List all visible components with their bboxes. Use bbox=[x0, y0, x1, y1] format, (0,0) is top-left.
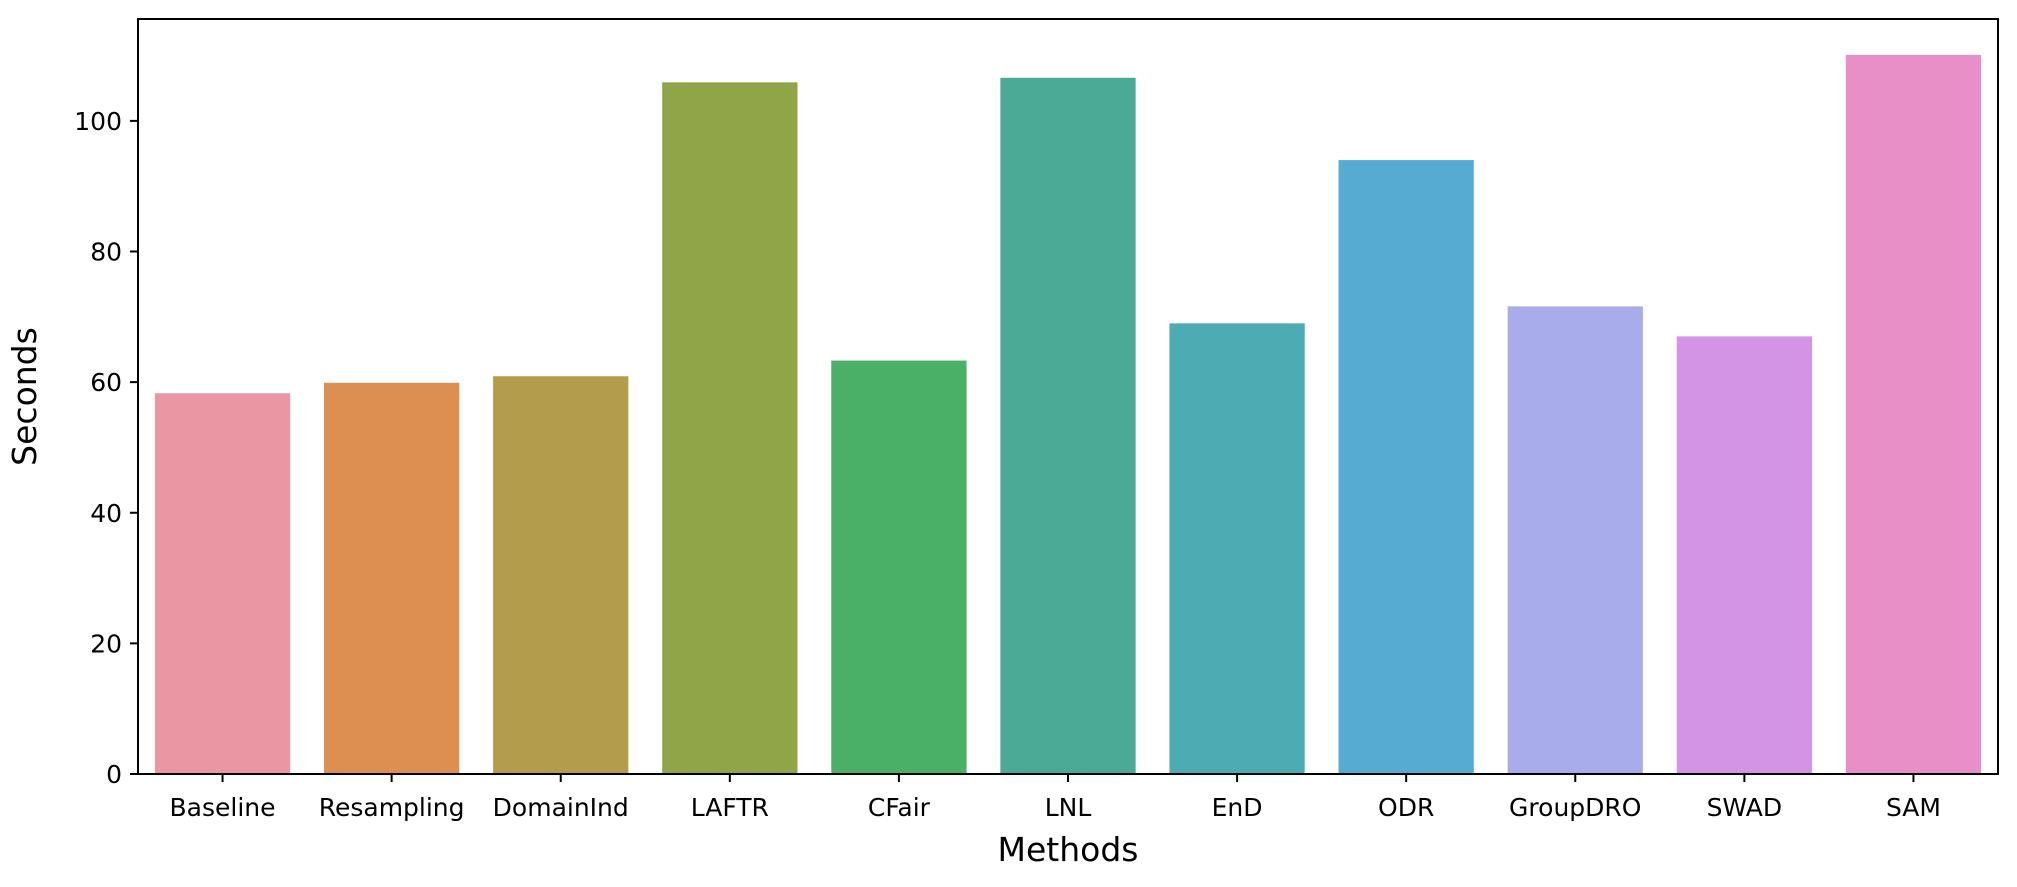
bar-groupdro bbox=[1507, 306, 1643, 774]
y-tick-label: 40 bbox=[90, 499, 122, 528]
x-tick-label: EnD bbox=[1212, 793, 1263, 822]
x-tick-label: DomainInd bbox=[493, 793, 629, 822]
x-tick-label: CFair bbox=[868, 793, 931, 822]
x-tick-label: GroupDRO bbox=[1509, 793, 1641, 822]
x-tick-label: SWAD bbox=[1707, 793, 1783, 822]
x-tick-label: LAFTR bbox=[691, 793, 769, 822]
bar-sam bbox=[1845, 54, 1982, 775]
x-axis-ticks: Baseline Resampling DomainInd LAFTR CFair LNL… bbox=[170, 774, 1941, 822]
bar-lnl bbox=[1000, 77, 1136, 774]
x-tick-label: Resampling bbox=[319, 793, 465, 822]
x-tick-label: LNL bbox=[1045, 793, 1092, 822]
bars-group bbox=[154, 54, 1982, 775]
plot-frame bbox=[137, 18, 1999, 775]
bar-swad bbox=[1676, 336, 1812, 774]
bar-resampling bbox=[324, 382, 460, 774]
y-axis-ticks: 0 20 40 60 80 100 bbox=[74, 107, 138, 789]
bar-baseline bbox=[154, 393, 291, 774]
bar-domainind bbox=[493, 376, 629, 774]
x-tick-label: ODR bbox=[1378, 793, 1434, 822]
x-axis-label: Methods bbox=[998, 830, 1139, 869]
bar-end bbox=[1169, 323, 1305, 774]
x-tick-label: Baseline bbox=[170, 793, 276, 822]
y-tick-label: 0 bbox=[106, 760, 122, 789]
y-tick-label: 60 bbox=[90, 368, 122, 397]
x-tick-label: SAM bbox=[1886, 793, 1941, 822]
bar-odr bbox=[1338, 160, 1474, 775]
bar-cfair bbox=[831, 360, 967, 774]
y-axis-label: Seconds bbox=[5, 327, 44, 466]
y-tick-label: 100 bbox=[74, 107, 122, 136]
bar-laftr bbox=[662, 82, 798, 775]
y-tick-label: 80 bbox=[90, 238, 122, 267]
y-tick-label: 20 bbox=[90, 629, 122, 658]
